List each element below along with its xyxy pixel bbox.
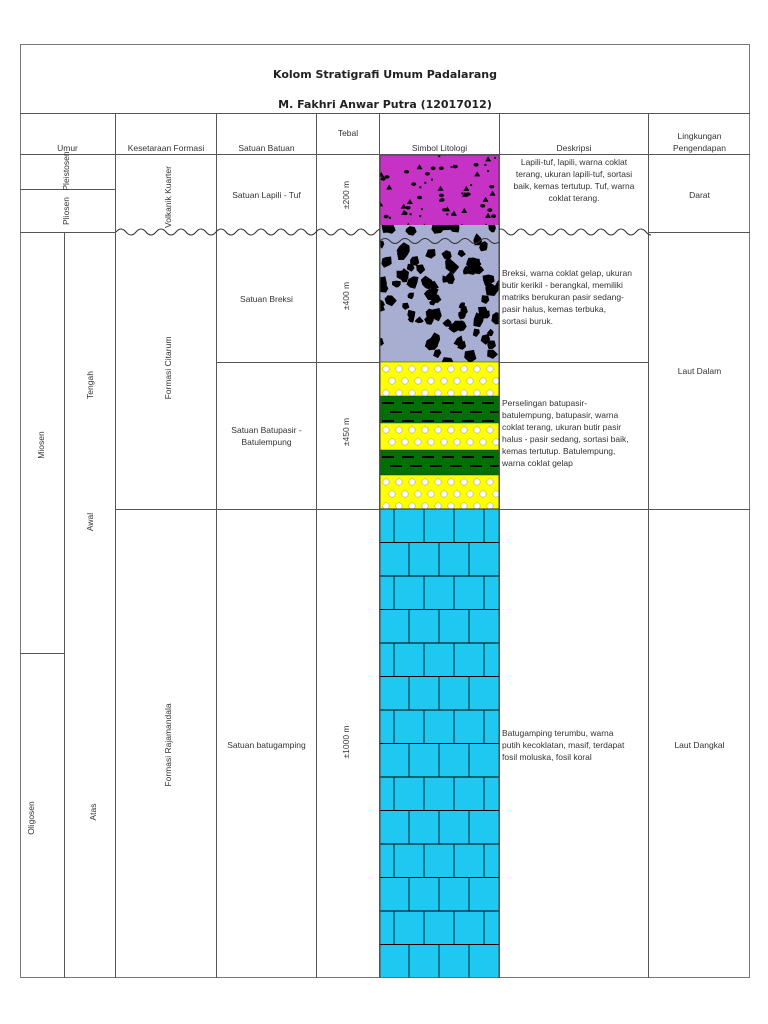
environment-laut-dalam: Laut Dalam — [677, 366, 722, 376]
unit-column-line — [216, 113, 217, 978]
description-column-line — [499, 113, 500, 978]
breksi-bottom-line — [216, 362, 380, 363]
formation-citarum: Formasi Citarum — [163, 336, 173, 400]
breccia-pattern — [380, 225, 499, 362]
sandstone-claystone-pattern — [380, 361, 499, 510]
epoch-oligosen: Oligosen — [26, 801, 36, 835]
header-simbol: Simbol Litologi — [411, 143, 468, 153]
unit-lapili: Satuan Lapili - Tuf — [232, 190, 301, 200]
description-lapili: Lapili-tuf, lapili, warna coklat terang,… — [513, 157, 635, 203]
header-umur: Umur — [57, 143, 78, 153]
description-breksi: Breksi, warna coklat gelap, ukuran butir… — [502, 268, 632, 326]
breksi-desc-bottom-line — [499, 362, 648, 363]
thickness-batugamping: ±1000 m — [341, 725, 351, 759]
sub-epoch-column-line — [64, 232, 65, 978]
header-satuan: Satuan Batuan — [238, 143, 295, 153]
thickness-lapili: ±200 m — [341, 180, 351, 210]
unit-batupasir-line1: Satuan Batupasir - — [231, 425, 302, 435]
thickness-batupasir: ±450 m — [341, 417, 351, 447]
description-batugamping: Batugamping terumbu, warna putih kecokla… — [502, 728, 625, 762]
epoch-miosen: Miosen — [36, 431, 46, 459]
header-kesetaraan: Kesetaraan Formasi — [127, 143, 205, 153]
environment-column-line — [648, 113, 649, 978]
page-subtitle: M. Fakhri Anwar Putra (12017012) — [278, 98, 492, 111]
miosen-top-divider — [20, 232, 116, 233]
header-tebal: Tebal — [337, 128, 359, 138]
sub-epoch-tengah: Tengah — [85, 371, 95, 399]
formation-rajamandala: Formasi Rajamandala — [163, 703, 173, 787]
batupasir-bottom-line — [499, 509, 750, 510]
sub-epoch-awal: Awal — [85, 512, 95, 532]
header-lingkungan-line1: Lingkungan — [677, 131, 722, 141]
lithology-symbol-column — [380, 155, 499, 978]
formation-vulkanik: Volkanik Kuarter — [163, 166, 173, 228]
header-lingkungan-line2: Pengendapan — [673, 143, 726, 153]
page-title: Kolom Stratigrafi Umum Padalarang — [272, 68, 498, 81]
unit-batugamping: Satuan batugamping — [227, 740, 306, 750]
oligosen-divider — [20, 653, 65, 654]
formation-column-line — [115, 113, 116, 978]
epoch-pliosen: Pliosen — [61, 197, 71, 225]
title-divider — [20, 113, 750, 114]
limestone-pattern — [380, 508, 499, 978]
environment-darat: Darat — [689, 190, 710, 200]
thickness-breksi: ±400 m — [341, 281, 351, 311]
environment-laut-dangkal: Laut Dangkal — [674, 740, 725, 750]
unit-batupasir-line2: Batulempung — [241, 437, 292, 447]
description-batupasir: Perselingan batupasir- batulempung, batu… — [502, 398, 629, 468]
pleistosen-divider — [20, 189, 115, 190]
header-deskripsi: Deskripsi — [556, 143, 592, 153]
thickness-column-line — [316, 113, 317, 978]
citarum-bottom-line — [116, 509, 380, 510]
unit-breksi: Satuan Breksi — [240, 294, 293, 304]
epoch-pleistosen: Pleistosen — [61, 151, 71, 191]
env-divider-1 — [648, 232, 750, 233]
sub-epoch-atas: Atas — [88, 803, 98, 821]
